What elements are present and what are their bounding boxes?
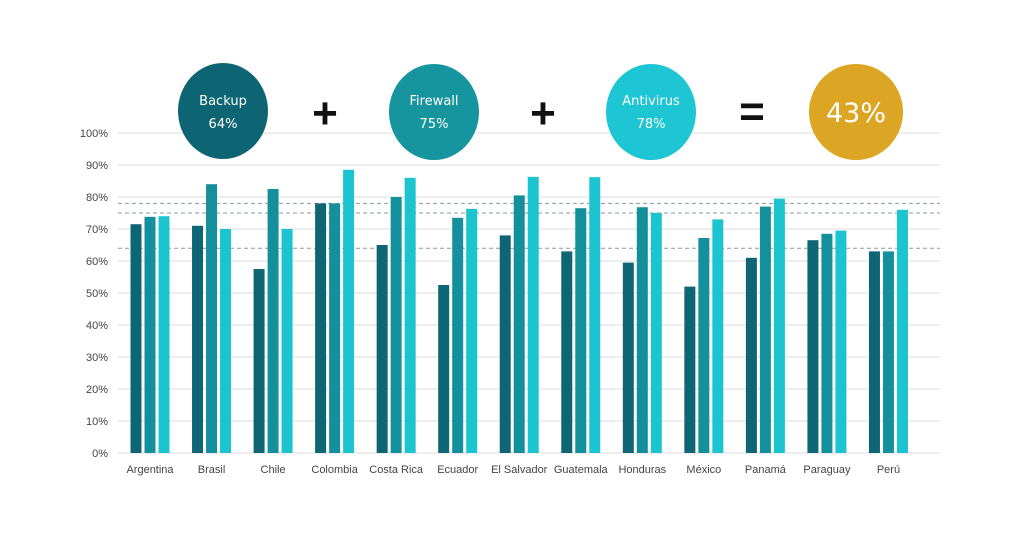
y-axis-ticks: 0% 10% 20% 30% 40% 50% 60% 70% 80% 90% 100% [80,128,108,460]
antivirus-label: Antivirus [622,94,680,109]
bar-backup-brasil [192,225,204,453]
bar-antivirus-perú [896,209,908,453]
bar-antivirus-el-salvador [527,176,539,453]
firewall-value: 75% [420,117,449,132]
bar-firewall-chile [267,189,279,453]
x-tick-label: Paraguay [803,464,851,476]
x-tick-label: Chile [261,464,286,476]
backup-label: Backup [199,94,247,109]
x-tick-label: Perú [877,464,900,476]
bar-backup-panamá [745,257,757,453]
bar-firewall-brasil [206,184,218,453]
firewall-circle [389,64,479,160]
bars [130,169,908,454]
summary-firewall: Firewall 75% [389,64,479,160]
bar-firewall-el-salvador [513,195,525,453]
bar-antivirus-paraguay [835,230,847,453]
plus-operator: + [312,89,338,138]
bar-antivirus-colombia [343,169,355,454]
summary-antivirus: Antivirus 78% [606,64,696,160]
x-tick-label: Panamá [745,464,787,476]
bar-firewall-costa-rica [390,197,402,453]
bar-firewall-honduras [636,207,648,453]
bar-backup-argentina [130,224,142,453]
bar-antivirus-ecuador [466,208,478,453]
y-tick-label: 60% [86,256,108,268]
bar-antivirus-méxico [712,219,724,453]
bar-backup-costa-rica [376,245,388,453]
bar-antivirus-guatemala [589,177,601,453]
bar-backup-perú [868,251,880,453]
summary-result: 43% [809,64,903,160]
x-tick-label: El Salvador [491,464,548,476]
bar-backup-méxico [684,286,696,453]
y-tick-label: 80% [86,192,108,204]
y-tick-label: 70% [86,224,108,236]
y-tick-label: 90% [86,160,108,172]
bar-backup-paraguay [807,240,819,453]
x-tick-label: Ecuador [437,464,478,476]
x-tick-label: Argentina [126,464,174,476]
bar-firewall-panamá [759,206,771,453]
bar-firewall-perú [882,251,894,453]
y-tick-label: 0% [92,448,108,460]
bar-firewall-guatemala [575,208,587,453]
bar-antivirus-panamá [773,198,785,453]
y-tick-label: 20% [86,384,108,396]
bar-antivirus-chile [281,229,293,453]
bar-firewall-méxico [698,237,710,453]
bar-backup-colombia [315,203,327,453]
bar-antivirus-brasil [220,229,232,453]
y-tick-label: 30% [86,352,108,364]
bar-firewall-paraguay [821,233,833,453]
x-tick-label: Costa Rica [369,464,424,476]
x-tick-label: Brasil [198,464,226,476]
equals-operator: = [739,87,765,136]
antivirus-circle [606,64,696,160]
x-axis-labels: Argentina Brasil Chile Colombia Costa Rica Ec… [126,464,900,476]
x-tick-label: Honduras [618,464,666,476]
y-tick-label: 100% [80,128,108,140]
bar-antivirus-honduras [650,213,662,453]
backup-circle [178,63,268,159]
bar-antivirus-argentina [158,216,170,453]
x-tick-label: Guatemala [554,464,609,476]
x-tick-label: México [686,464,721,476]
bar-backup-honduras [622,262,634,453]
bar-backup-guatemala [561,251,573,453]
antivirus-value: 78% [637,117,666,132]
y-tick-label: 50% [86,288,108,300]
reference-lines [118,202,940,249]
bar-firewall-colombia [329,203,341,453]
backup-value: 64% [209,117,238,132]
result-value: 43% [826,98,886,129]
bar-backup-el-salvador [499,235,511,453]
y-tick-label: 10% [86,416,108,428]
bar-firewall-argentina [144,216,156,453]
bar-antivirus-costa-rica [404,177,416,454]
summary-backup: Backup 64% [178,63,268,159]
result-circle [809,64,903,160]
plus-operator: + [530,89,556,138]
firewall-label: Firewall [409,94,458,109]
bar-firewall-ecuador [452,217,464,453]
x-tick-label: Colombia [311,464,358,476]
bar-backup-ecuador [438,285,450,453]
bar-backup-chile [253,269,265,453]
y-tick-label: 40% [86,320,108,332]
